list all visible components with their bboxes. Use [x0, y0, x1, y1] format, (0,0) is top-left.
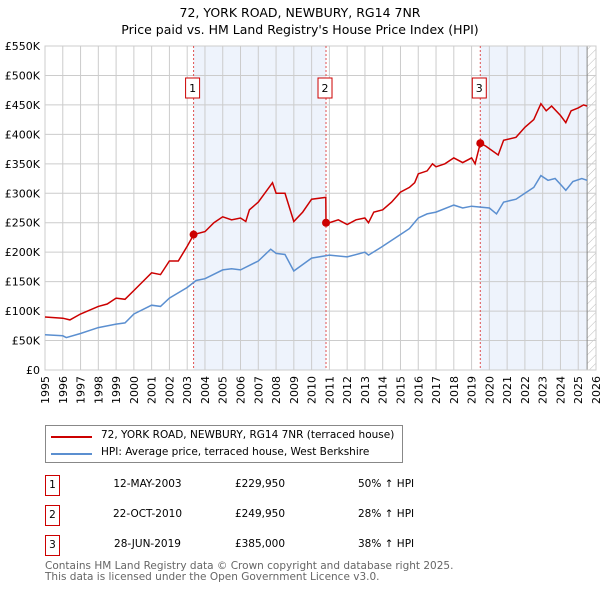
forecast-hatch — [587, 46, 596, 370]
red-line-swatch — [51, 436, 92, 438]
y-tick-label: £50K — [12, 335, 41, 348]
x-tick-label: 2012 — [341, 376, 354, 404]
x-tick-label: 1999 — [110, 376, 123, 404]
legend: 72, YORK ROAD, NEWBURY, RG14 7NR (terrac… — [45, 425, 403, 463]
y-tick-label: £450K — [5, 99, 41, 112]
legend-item-price-paid: 72, YORK ROAD, NEWBURY, RG14 7NR (terrac… — [46, 428, 402, 444]
y-tick-label: £100K — [5, 305, 41, 318]
sale-label: 2 — [322, 82, 329, 95]
x-tick-label: 2014 — [377, 376, 390, 404]
sale-hpi-diff: 38% ↑ HPI — [358, 538, 415, 550]
footer-licence: This data is licensed under the Open Gov… — [45, 571, 380, 583]
x-tick-label: 2022 — [519, 376, 532, 404]
shaded-period — [193, 46, 327, 370]
sale-label: 1 — [189, 82, 196, 95]
sale-row: 2 22-OCT-2010 £249,950 28% ↑ HPI — [45, 505, 465, 527]
x-tick-label: 2003 — [181, 376, 194, 404]
y-tick-label: £250K — [5, 217, 41, 230]
sale-row: 1 12-MAY-2003 £229,950 50% ↑ HPI — [45, 475, 465, 497]
x-tick-label: 2026 — [590, 376, 600, 404]
plot-border — [44, 45, 597, 371]
x-tick-label: 2020 — [483, 376, 496, 404]
y-tick-label: £550K — [5, 40, 41, 53]
y-tick-label: £200K — [5, 246, 41, 259]
sale-point — [476, 139, 485, 148]
x-tick-label: 1996 — [57, 376, 70, 404]
sale-hpi-diff: 50% ↑ HPI — [358, 478, 415, 490]
x-tick-label: 2013 — [359, 376, 372, 404]
sale-label-box — [317, 77, 333, 99]
sale-price: £229,950 — [234, 478, 286, 490]
footer-copyright: Contains HM Land Registry data © Crown c… — [45, 560, 454, 572]
x-tick-label: 2025 — [572, 376, 585, 404]
y-tick-label: £300K — [5, 187, 41, 200]
legend-item-hpi: HPI: Average price, terraced house, West… — [46, 445, 402, 461]
x-tick-label: 2010 — [306, 376, 319, 404]
sale-label: 3 — [476, 82, 483, 95]
x-tick-label: 2007 — [252, 376, 265, 404]
chart-title: 72, YORK ROAD, NEWBURY, RG14 7NR — [179, 5, 421, 20]
plot-area: 1995 1996 1997 1998 1999 2000 2001 2002 2003 2004… — [5, 40, 600, 404]
x-tick-label: 2005 — [217, 376, 230, 404]
shaded-period — [480, 46, 588, 370]
sale-point — [322, 218, 331, 227]
sale-hpi-diff: 28% ↑ HPI — [358, 508, 415, 520]
legend-label: 72, YORK ROAD, NEWBURY, RG14 7NR (terrac… — [101, 429, 395, 441]
x-tick-label: 2009 — [288, 376, 301, 404]
sale-marker-label: 3 — [45, 535, 60, 556]
x-tick-label: 1998 — [92, 376, 105, 404]
blue-line-swatch — [51, 453, 92, 455]
sale-label-box — [471, 77, 487, 99]
x-tick-label: 2016 — [412, 376, 425, 404]
sale-marker-label: 2 — [45, 505, 60, 526]
sale-row: 3 28-JUN-2019 £385,000 38% ↑ HPI — [45, 535, 465, 557]
sale-date: 12-MAY-2003 — [113, 478, 182, 490]
x-tick-label: 2002 — [163, 376, 176, 404]
sale-date: 22-OCT-2010 — [113, 508, 182, 520]
x-tick-label: 2023 — [537, 376, 550, 404]
sale-price: £385,000 — [234, 538, 286, 550]
y-tick-label: £150K — [5, 276, 41, 289]
x-tick-label: 1995 — [39, 376, 52, 404]
y-tick-label: £400K — [5, 128, 41, 141]
x-tick-label: 2008 — [270, 376, 283, 404]
sale-price: £249,950 — [234, 508, 286, 520]
x-tick-label: 2006 — [235, 376, 248, 404]
legend-label: HPI: Average price, terraced house, West… — [101, 446, 370, 458]
chart-subtitle: Price paid vs. HM Land Registry's House … — [121, 22, 479, 37]
sale-date: 28-JUN-2019 — [114, 538, 181, 550]
sale-point — [189, 230, 198, 239]
x-tick-label: 2021 — [501, 376, 514, 404]
x-tick-label: 2018 — [448, 376, 461, 404]
x-tick-label: 2019 — [466, 376, 479, 404]
y-tick-label: £500K — [5, 69, 41, 82]
x-tick-label: 2017 — [430, 376, 443, 404]
x-tick-label: 2015 — [394, 376, 407, 404]
series-line — [44, 102, 588, 321]
x-tick-label: 2011 — [323, 376, 336, 404]
x-tick-label: 1997 — [75, 376, 88, 404]
x-tick-label: 2001 — [146, 376, 159, 404]
x-tick-label: 2024 — [554, 376, 567, 404]
sale-marker-label: 1 — [45, 475, 60, 496]
sale-label-box — [185, 77, 201, 99]
y-tick-label: £0 — [26, 364, 40, 377]
series-line — [44, 174, 588, 339]
x-tick-label: 2000 — [128, 376, 141, 404]
x-tick-label: 2004 — [199, 376, 212, 404]
y-tick-label: £350K — [5, 158, 41, 171]
